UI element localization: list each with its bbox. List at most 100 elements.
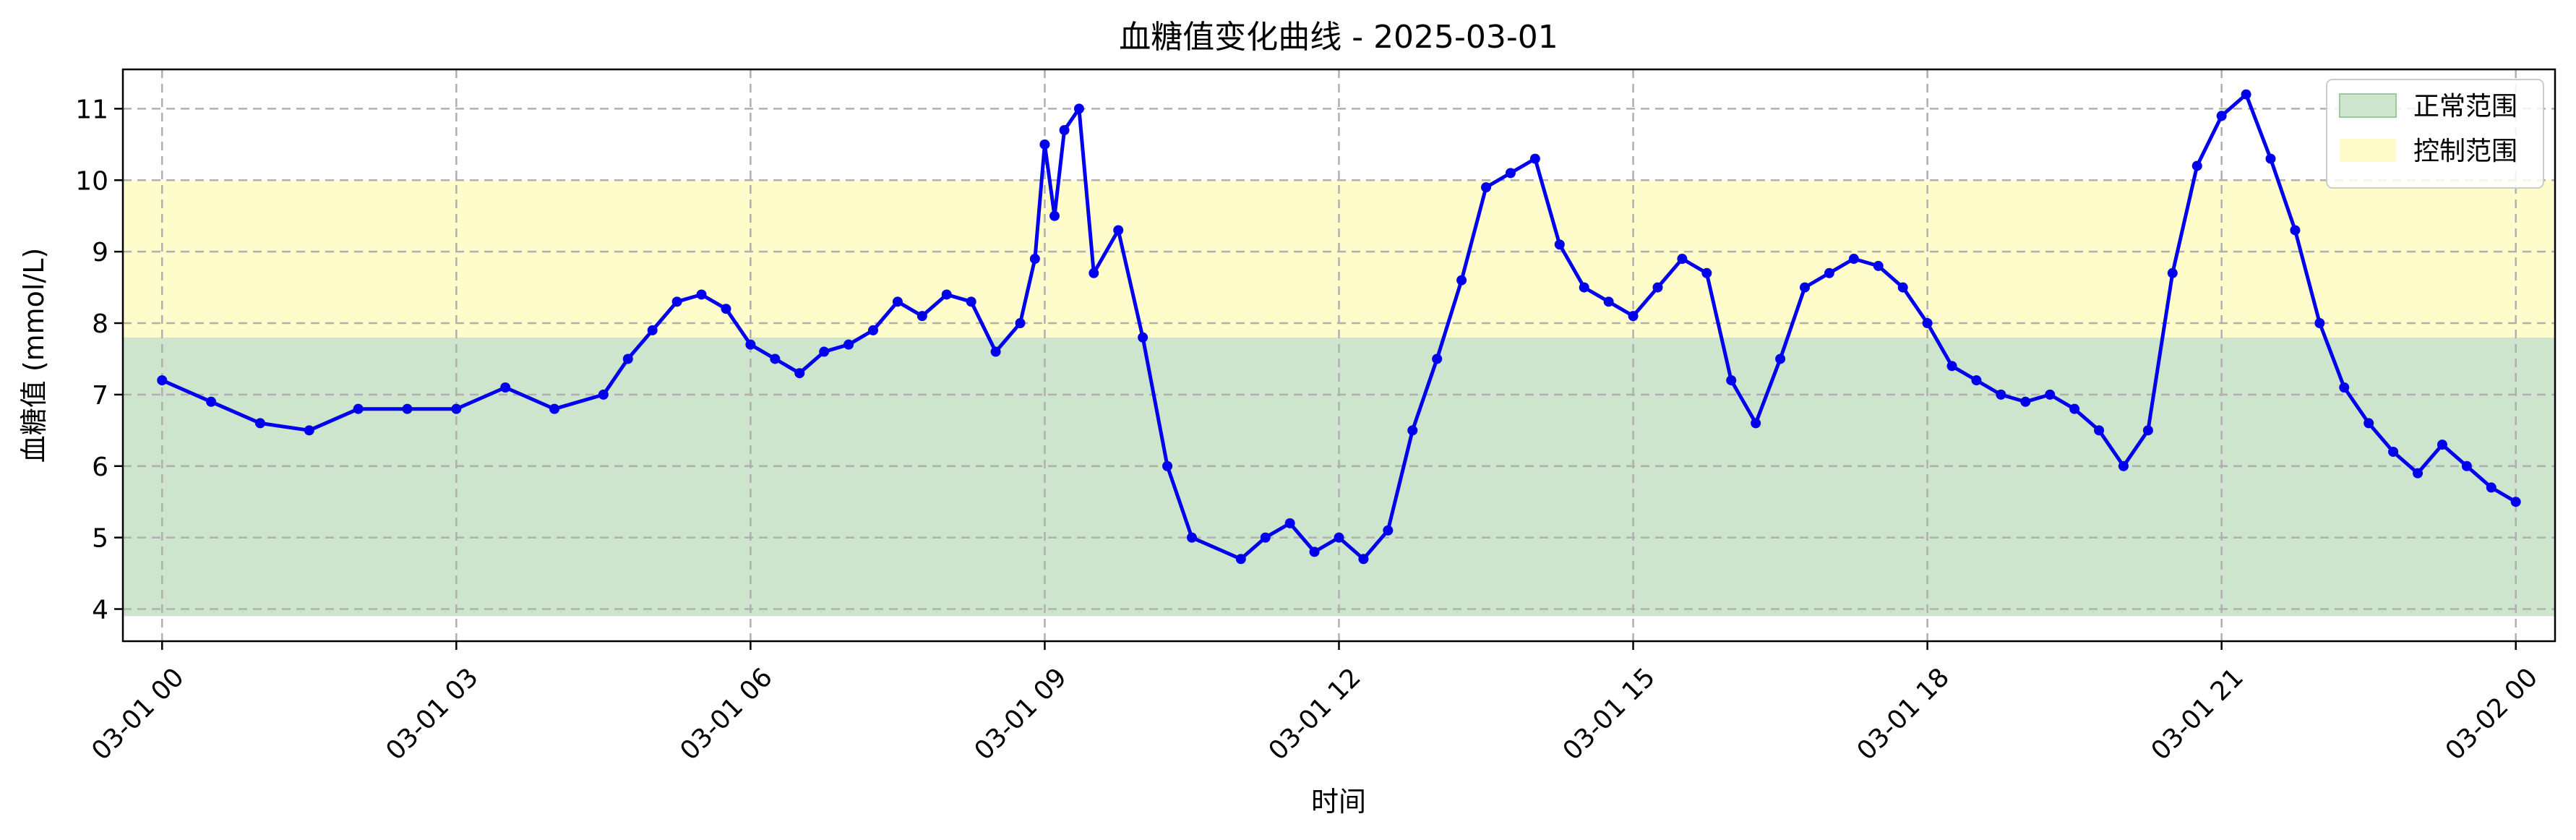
data-point — [1113, 225, 1124, 236]
data-point — [402, 403, 413, 414]
data-point — [1652, 282, 1663, 293]
y-tick-label: 4 — [92, 596, 108, 625]
data-point — [1059, 125, 1070, 136]
data-point — [696, 289, 707, 300]
x-tick-label: 03-01 03 — [380, 662, 484, 766]
legend-label-0: 正常范围 — [2413, 92, 2517, 121]
data-point — [1996, 389, 2006, 400]
data-point — [1284, 518, 1295, 528]
y-ticks-layer: 4 5 6 7 8 9 10 11 — [75, 95, 123, 625]
x-tick-label: 03-01 15 — [1558, 662, 1661, 766]
series-line-0 — [161, 93, 2517, 561]
data-point — [745, 339, 756, 350]
legend-swatch-0 — [2339, 93, 2397, 118]
data-point — [1407, 425, 1418, 436]
y-tick-label: 11 — [75, 95, 108, 124]
data-point — [843, 339, 854, 350]
data-point — [867, 325, 878, 335]
data-point — [1456, 275, 1467, 286]
data-point — [1432, 353, 1443, 364]
legend-swatch-1 — [2340, 139, 2396, 162]
data-point — [721, 304, 731, 314]
data-point — [1873, 260, 1884, 271]
data-point — [1162, 460, 1173, 471]
series-layer — [157, 89, 2521, 565]
data-point — [1309, 547, 1320, 557]
data-point — [206, 396, 217, 407]
data-point — [966, 296, 976, 307]
data-point — [2510, 497, 2521, 507]
data-point — [157, 375, 168, 386]
data-point — [1029, 254, 1040, 265]
data-point — [2167, 267, 2178, 278]
data-point — [451, 403, 462, 414]
data-point — [1358, 554, 1369, 565]
data-point — [549, 403, 560, 414]
data-point — [916, 311, 927, 322]
data-point — [2461, 460, 2472, 471]
data-point — [2020, 396, 2031, 407]
x-axis-label: 时间 — [1311, 786, 1366, 818]
x-tick-label: 03-01 21 — [2146, 662, 2249, 766]
data-point — [1751, 418, 1761, 429]
data-point — [671, 296, 682, 307]
data-point — [2486, 482, 2496, 493]
x-tick-label: 03-01 00 — [86, 662, 189, 766]
data-point — [1073, 103, 1084, 114]
data-point — [1701, 267, 1712, 278]
data-point — [2314, 318, 2325, 329]
data-point — [1824, 267, 1834, 278]
data-point — [500, 382, 511, 393]
x-tick-label: 03-01 18 — [1852, 662, 1955, 766]
data-point — [254, 418, 265, 429]
data-point — [2069, 403, 2080, 414]
legend-label-1: 控制范围 — [2413, 137, 2517, 166]
data-point — [1897, 282, 1908, 293]
data-point — [1138, 332, 1149, 343]
data-point — [1260, 532, 1271, 543]
data-point — [304, 425, 314, 436]
x-tick-label: 03-01 09 — [969, 662, 1072, 766]
data-point — [1726, 375, 1737, 386]
data-point — [1554, 239, 1565, 250]
y-tick-label: 10 — [75, 166, 108, 196]
y-tick-label: 9 — [92, 238, 108, 267]
data-point — [1235, 554, 1246, 565]
data-point — [1529, 153, 1540, 164]
data-point — [1049, 210, 1060, 221]
data-point — [1334, 532, 1344, 543]
data-point — [2094, 425, 2105, 436]
data-point — [2216, 111, 2227, 121]
grid-layer — [123, 69, 2555, 641]
data-point — [941, 289, 952, 300]
data-point — [1089, 267, 1099, 278]
data-point — [2437, 440, 2447, 450]
data-point — [1677, 254, 1688, 265]
data-point — [2241, 89, 2251, 100]
data-point — [2142, 425, 2153, 436]
data-point — [770, 353, 781, 364]
data-point — [1481, 182, 1492, 193]
data-point — [794, 368, 805, 379]
data-point — [990, 346, 1001, 357]
data-point — [2339, 382, 2350, 393]
data-point — [353, 403, 364, 414]
data-point — [1015, 318, 1026, 329]
data-point — [892, 296, 903, 307]
data-point — [1505, 168, 1516, 179]
data-point — [2191, 160, 2202, 171]
y-tick-label: 7 — [92, 381, 108, 411]
x-ticks-layer: 03-01 00 03-01 03 03-01 06 03-01 09 03-01 12… — [86, 641, 2543, 766]
data-point — [2118, 460, 2129, 471]
data-point — [2265, 153, 2276, 164]
y-tick-label: 8 — [92, 309, 108, 339]
data-point — [819, 346, 830, 357]
y-axis-label: 血糖值 (mmol/L) — [18, 248, 50, 463]
data-point — [598, 389, 609, 400]
data-point — [2290, 225, 2301, 236]
data-point — [1186, 532, 1197, 543]
chart-title: 血糖值变化曲线 - 2025-03-01 — [1119, 19, 1558, 56]
data-point — [1922, 318, 1933, 329]
